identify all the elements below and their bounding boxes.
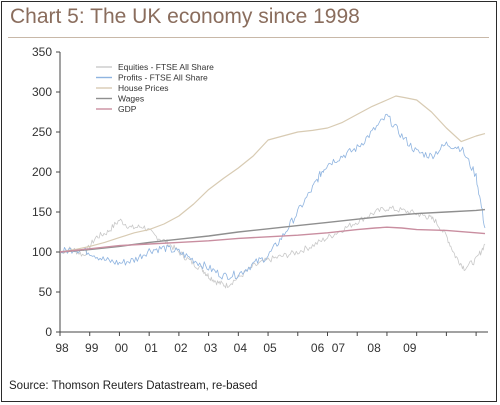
- legend-label-house-prices: House Prices: [118, 83, 169, 93]
- series-layer: [59, 95, 486, 289]
- x-tick-label: 08: [367, 341, 381, 355]
- x-tick-label: 05: [263, 341, 277, 355]
- y-tick-label: 150: [32, 205, 52, 219]
- y-tick-label: 200: [32, 165, 52, 179]
- legend-label-equities-ftse-all-share: Equities - FTSE All Share: [118, 62, 214, 72]
- x-tick-label: 06: [311, 341, 325, 355]
- x-tick-label: 04: [234, 341, 248, 355]
- chart-axes: 0 50 100 150 200 250 300 350 98 99 00 01 02 03 04 05 06 0…: [32, 45, 488, 355]
- x-tick-label: 00: [115, 341, 129, 355]
- x-tick-label: 02: [174, 341, 188, 355]
- series-line-house-prices: [59, 95, 486, 253]
- x-tick-label: 01: [144, 341, 158, 355]
- chart-title: Chart 5: The UK economy since 1998: [10, 5, 360, 28]
- legend-label-wages: Wages: [118, 94, 144, 104]
- x-tick-label: 03: [204, 341, 218, 355]
- x-tick-label: 98: [55, 341, 69, 355]
- y-tick-label: 100: [32, 245, 52, 259]
- legend-label-gdp: GDP: [118, 104, 137, 114]
- y-tick-label: 350: [32, 45, 52, 59]
- x-tick-label: 07: [332, 341, 346, 355]
- series-line-gdp: [59, 226, 486, 253]
- chart-source: Source: Thomson Reuters Datastream, re-b…: [9, 380, 258, 392]
- series-line-equities-ftse-all-share: [59, 205, 486, 289]
- y-tick-label: 0: [45, 325, 52, 339]
- legend-label-profits-ftse-all-share: Profits - FTSE All Share: [118, 73, 208, 83]
- y-tick-label: 250: [32, 125, 52, 139]
- series-line-profits-ftse-all-share: [59, 113, 486, 280]
- y-tick-label: 50: [39, 285, 53, 299]
- y-tick-label: 300: [32, 85, 52, 99]
- x-tick-label: 09: [403, 341, 417, 355]
- title-divider: [8, 37, 489, 38]
- x-tick-label: 99: [85, 341, 99, 355]
